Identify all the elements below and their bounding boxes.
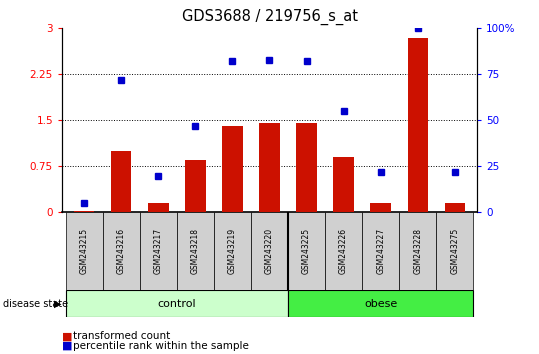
Text: GSM243220: GSM243220	[265, 228, 274, 274]
Bar	[148, 203, 169, 212]
Bar	[177, 212, 214, 290]
Bar	[251, 212, 288, 290]
Bar	[362, 212, 399, 290]
Text: disease state: disease state	[3, 298, 68, 309]
Bar	[445, 203, 465, 212]
Bar	[436, 212, 473, 290]
Text: GSM243226: GSM243226	[339, 228, 348, 274]
Text: control: control	[157, 298, 196, 309]
Text: GSM243225: GSM243225	[302, 228, 311, 274]
Text: GSM243218: GSM243218	[191, 228, 200, 274]
Bar	[325, 212, 362, 290]
Bar	[66, 212, 103, 290]
Text: obese: obese	[364, 298, 397, 309]
Text: ■: ■	[62, 331, 72, 341]
Text: GDS3688 / 219756_s_at: GDS3688 / 219756_s_at	[182, 9, 357, 25]
Bar	[222, 126, 243, 212]
Text: GSM243219: GSM243219	[228, 228, 237, 274]
Bar	[296, 124, 317, 212]
Text: ■: ■	[62, 341, 72, 351]
Bar	[407, 38, 428, 212]
Bar	[74, 211, 94, 212]
Bar	[214, 212, 251, 290]
Bar	[185, 160, 205, 212]
Bar	[370, 203, 391, 212]
Bar	[334, 157, 354, 212]
Bar	[66, 290, 288, 317]
Text: transformed count: transformed count	[73, 331, 170, 341]
Text: percentile rank within the sample: percentile rank within the sample	[73, 341, 248, 351]
Text: GSM243217: GSM243217	[154, 228, 163, 274]
Text: GSM243215: GSM243215	[80, 228, 89, 274]
Bar	[103, 212, 140, 290]
Bar	[140, 212, 177, 290]
Text: GSM243227: GSM243227	[376, 228, 385, 274]
Bar	[288, 290, 473, 317]
Text: GSM243216: GSM243216	[117, 228, 126, 274]
Text: GSM243228: GSM243228	[413, 228, 422, 274]
Text: GSM243275: GSM243275	[450, 228, 459, 274]
Bar	[288, 212, 325, 290]
Text: ▶: ▶	[54, 298, 61, 309]
Bar	[259, 124, 280, 212]
Bar	[111, 151, 132, 212]
Bar	[399, 212, 436, 290]
